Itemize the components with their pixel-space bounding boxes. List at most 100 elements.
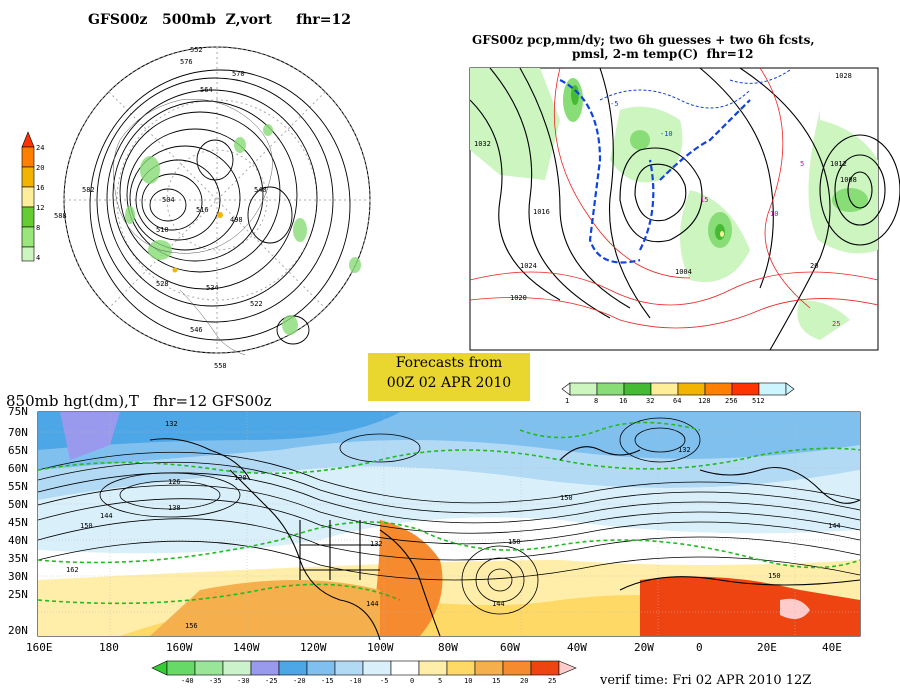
height-label: 144 (828, 522, 841, 530)
height-label: 144 (492, 600, 505, 608)
lat-label: 70N (8, 426, 28, 439)
height-label: 126 (168, 478, 181, 486)
temp-label: 15 (700, 196, 709, 204)
lon-label: 0 (696, 641, 703, 654)
cbprecip-tick-4: 64 (673, 397, 682, 405)
cb850-tick: 0 (410, 677, 415, 685)
temp-label: 10 (770, 210, 779, 218)
cb850-tick: -25 (265, 677, 278, 685)
lat-label: 40N (8, 534, 28, 547)
height-label: 132 (678, 446, 691, 454)
cbprecip-tick-0: 1 (565, 397, 570, 405)
cbprecip-tick-6: 256 (725, 397, 738, 405)
map-850mb (37, 411, 861, 641)
lon-label: 80W (438, 641, 458, 654)
lat-label: 25N (8, 588, 28, 601)
colorbar-precip (561, 382, 795, 396)
isobar-label: 1008 (840, 176, 857, 184)
lat-label: 75N (8, 405, 28, 418)
polar-map-500mb (63, 46, 371, 356)
temp-label: 25 (832, 320, 841, 328)
contour-label: 546 (190, 326, 203, 334)
lon-label: 160W (166, 641, 193, 654)
height-label: 132 (370, 540, 383, 548)
lon-label: 20W (634, 641, 654, 654)
lon-label: 40W (567, 641, 587, 654)
lon-label: 140W (233, 641, 260, 654)
lon-label: 100W (367, 641, 394, 654)
lat-label: 50N (8, 498, 28, 511)
lat-label: 55N (8, 480, 28, 493)
contour-label: 534 (206, 284, 219, 292)
height-label: 150 (80, 522, 93, 530)
cb850-tick: 10 (464, 677, 473, 685)
isobar-label: 1012 (830, 160, 847, 168)
cb500-tick-4: 8 (36, 224, 41, 232)
cb850-tick: -15 (321, 677, 334, 685)
cbprecip-tick-7: 512 (752, 397, 765, 405)
temp-label: 5 (800, 160, 805, 168)
cbprecip-tick-3: 32 (646, 397, 655, 405)
contour-label: 540 (254, 186, 267, 194)
title-850mb: 850mb hgt(dm),T fhr=12 GFS00z (6, 392, 272, 410)
lat-label: 35N (8, 552, 28, 565)
cb850-tick: 25 (548, 677, 557, 685)
temp-label: 20 (810, 262, 819, 270)
colorbar-850mb (151, 660, 577, 676)
height-label: 144 (100, 512, 113, 520)
banner-line2: 00Z 02 APR 2010 (386, 375, 512, 391)
lon-label: 120W (300, 641, 327, 654)
isobar-label: 1016 (533, 208, 550, 216)
cb500-tick-5: 4 (36, 254, 41, 262)
isobar-label: 1024 (520, 262, 537, 270)
height-label: 132 (165, 420, 178, 428)
contour-label: 510 (156, 226, 169, 234)
cb500-tick-1: 20 (36, 164, 45, 172)
lat-label: 65N (8, 444, 28, 457)
title-500mb: GFS00z 500mb Z,vort fhr=12 (88, 12, 351, 28)
contour-label: 582 (82, 186, 95, 194)
colorbar-500mb (21, 131, 35, 262)
cb850-tick: -35 (209, 677, 222, 685)
contour-label: 576 (180, 58, 193, 66)
contour-label: 552 (190, 46, 203, 54)
cb850-tick: -5 (380, 677, 389, 685)
lon-label: 20E (757, 641, 777, 654)
cbprecip-tick-5: 128 (698, 397, 711, 405)
cb500-tick-0: 24 (36, 144, 45, 152)
cb850-tick: -40 (181, 677, 194, 685)
height-label: 144 (366, 600, 379, 608)
lon-label: 180 (99, 641, 119, 654)
cb500-tick-2: 16 (36, 184, 45, 192)
cb850-tick: 15 (492, 677, 501, 685)
lat-label: 60N (8, 462, 28, 475)
contour-label: 516 (196, 206, 209, 214)
contour-label: 528 (156, 280, 169, 288)
contour-label: 588 (54, 212, 67, 220)
lon-label: 60W (500, 641, 520, 654)
title-precip-line1: GFS00z pcp,mm/dy; two 6h guesses + two 6… (472, 33, 815, 47)
height-label: 162 (66, 566, 79, 574)
contour-label: 498 (230, 216, 243, 224)
height-label: 150 (508, 538, 521, 546)
temp-label: -10 (660, 130, 673, 138)
cbprecip-tick-2: 16 (619, 397, 628, 405)
banner-line1: Forecasts from (395, 355, 503, 371)
isobar-label: 1004 (675, 268, 692, 276)
cbprecip-tick-1: 8 (594, 397, 599, 405)
title-precip-line2: pmsl, 2-m temp(C) fhr=12 (572, 47, 754, 61)
lat-label: 20N (8, 624, 28, 637)
height-label: 120 (234, 474, 247, 482)
lat-label: 45N (8, 516, 28, 529)
contour-label: 564 (200, 86, 213, 94)
isobar-label: 1032 (474, 140, 491, 148)
lat-label: 30N (8, 570, 28, 583)
map-precip (469, 67, 900, 351)
height-label: 150 (768, 572, 781, 580)
height-label: 156 (185, 622, 198, 630)
height-label: 138 (168, 504, 181, 512)
temp-label: -5 (610, 100, 619, 108)
cb850-tick: 5 (438, 677, 443, 685)
lon-label: 160E (26, 641, 53, 654)
contour-label: 558 (214, 362, 227, 370)
